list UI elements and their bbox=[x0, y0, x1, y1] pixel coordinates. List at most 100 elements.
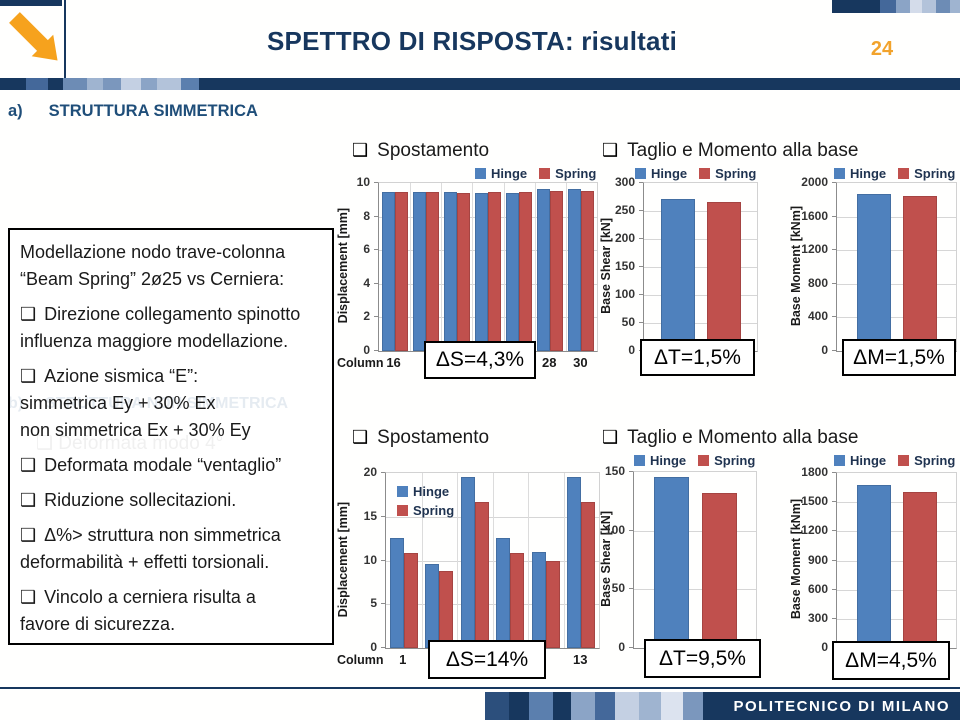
y-tick-mark bbox=[639, 238, 643, 239]
gridline-vertical bbox=[504, 183, 505, 351]
decor-square bbox=[896, 0, 910, 13]
y-axis-title-text: Base Moment [kNm] bbox=[789, 205, 803, 327]
bar-hinge bbox=[660, 199, 695, 351]
y-tick-label: 8 bbox=[363, 208, 370, 223]
y-tick-label: 150 bbox=[614, 259, 635, 273]
y-tick-label: 5 bbox=[370, 596, 377, 611]
y-tick-label: 1200 bbox=[801, 242, 828, 257]
bar-hinge bbox=[443, 192, 457, 351]
bar-spring bbox=[545, 561, 560, 648]
bar-hinge bbox=[460, 477, 475, 648]
gridline-vertical bbox=[472, 183, 473, 351]
y-tick-label: 300 bbox=[807, 610, 828, 625]
annotation-delta-m-top: ΔM=1,5% bbox=[842, 339, 956, 376]
gridline bbox=[837, 618, 956, 620]
y-tick-label: 1600 bbox=[801, 208, 828, 223]
y-tick-mark bbox=[832, 617, 836, 619]
gridline-vertical bbox=[528, 473, 529, 648]
legend: Hinge Spring bbox=[475, 166, 596, 181]
gridline bbox=[634, 530, 756, 532]
note-bullet-line: ❑ Riduzione sollecitazioni. bbox=[20, 490, 237, 510]
y-tick-label: 0 bbox=[618, 640, 625, 654]
decor-square bbox=[553, 692, 571, 720]
decor-square bbox=[571, 692, 595, 720]
y-tick-mark bbox=[629, 588, 633, 590]
y-tick-label: 100 bbox=[604, 522, 625, 537]
header-corner-strip bbox=[0, 0, 62, 6]
decor-square bbox=[87, 78, 103, 90]
gridline bbox=[644, 211, 757, 212]
legend: Hinge Spring bbox=[397, 484, 454, 518]
heading-spostamento-bottom: ❑ Spostamento bbox=[352, 427, 489, 449]
chart-displacement-symmetric: Displacement [mm] 0 2 4 6 8 10 16 28 30 Column Hing… bbox=[335, 166, 600, 382]
note-bullet-line: ❑ Δ%> struttura non simmetrica bbox=[20, 525, 281, 545]
note-text-line: simmetrica Ey + 30% Ex bbox=[20, 393, 216, 413]
header-vertical-divider bbox=[64, 0, 66, 90]
bar-hinge bbox=[567, 477, 582, 648]
y-tick-mark bbox=[629, 529, 633, 531]
gridline bbox=[837, 502, 956, 504]
y-tick-label: 0 bbox=[821, 640, 828, 654]
note-box: Modellazione nodo trave-colonna “Beam Spr… bbox=[8, 228, 334, 645]
heading-text: Taglio e Momento alla base bbox=[627, 140, 859, 161]
y-tick-mark bbox=[374, 249, 378, 251]
checkbox-icon: ❑ bbox=[20, 525, 37, 545]
decor-square bbox=[157, 78, 181, 90]
y-tick-label: 1500 bbox=[801, 494, 828, 509]
y-axis-title: Base Shear [kN] bbox=[598, 471, 614, 647]
decor-square bbox=[141, 78, 157, 90]
bar-spring bbox=[510, 552, 525, 648]
plot-area bbox=[633, 471, 757, 649]
y-tick-mark bbox=[832, 316, 836, 318]
decor-square bbox=[639, 692, 661, 720]
plot-area bbox=[385, 472, 600, 649]
bar-spring bbox=[706, 201, 741, 351]
checkbox-icon: ❑ bbox=[20, 366, 37, 386]
gridline bbox=[644, 239, 757, 240]
x-tick-label: 1 bbox=[399, 652, 407, 667]
checkbox-icon: ❑ bbox=[20, 455, 37, 475]
checkbox-icon: ❑ bbox=[602, 140, 619, 160]
gridline bbox=[644, 267, 757, 268]
x-tick-label: 16 bbox=[386, 355, 401, 370]
checkbox-icon: ❑ bbox=[20, 304, 37, 324]
y-tick-mark bbox=[832, 282, 836, 284]
heading-text: Spostamento bbox=[377, 427, 490, 448]
decor-square bbox=[529, 692, 553, 720]
note-box-lines: Modellazione nodo trave-colonna “Beam Spr… bbox=[20, 239, 322, 638]
bar-spring bbox=[456, 193, 470, 351]
decor-square bbox=[661, 692, 683, 720]
annotation-delta-s-top: ΔS=4,3% bbox=[424, 341, 536, 379]
bar-hinge bbox=[531, 551, 546, 649]
bar-spring bbox=[403, 552, 418, 648]
decor-square bbox=[63, 78, 87, 90]
y-tick-mark bbox=[639, 294, 643, 295]
decor-square bbox=[683, 692, 703, 720]
gridline bbox=[837, 283, 956, 285]
top-right-decor-squares bbox=[832, 0, 960, 13]
y-tick-mark bbox=[381, 559, 385, 561]
checkbox-icon: ❑ bbox=[20, 587, 37, 607]
y-tick-mark bbox=[374, 282, 378, 284]
y-tick-label: 150 bbox=[604, 464, 625, 478]
arrow-logo-icon bbox=[8, 10, 64, 68]
gridline bbox=[837, 531, 956, 533]
legend: Hinge Spring bbox=[635, 166, 756, 181]
y-tick-label: 10 bbox=[356, 175, 370, 189]
gridline bbox=[386, 604, 599, 606]
bar-spring bbox=[439, 571, 454, 648]
x-axis-title: Column bbox=[337, 653, 384, 667]
bar-spring bbox=[488, 192, 501, 351]
decor-square bbox=[922, 0, 936, 13]
legend-item-hinge: Hinge bbox=[475, 166, 527, 181]
legend-swatch bbox=[699, 168, 711, 179]
legend-item-hinge: Hinge bbox=[635, 166, 687, 181]
legend-swatch bbox=[397, 505, 408, 516]
gridline bbox=[837, 317, 956, 319]
decor-square bbox=[862, 0, 880, 13]
footer-decor-squares bbox=[485, 692, 703, 720]
note-text-line: favore di sicurezza. bbox=[20, 614, 176, 634]
y-tick-label: 2000 bbox=[801, 175, 828, 189]
y-tick-label: 250 bbox=[614, 203, 635, 217]
y-tick-label: 600 bbox=[807, 581, 828, 596]
